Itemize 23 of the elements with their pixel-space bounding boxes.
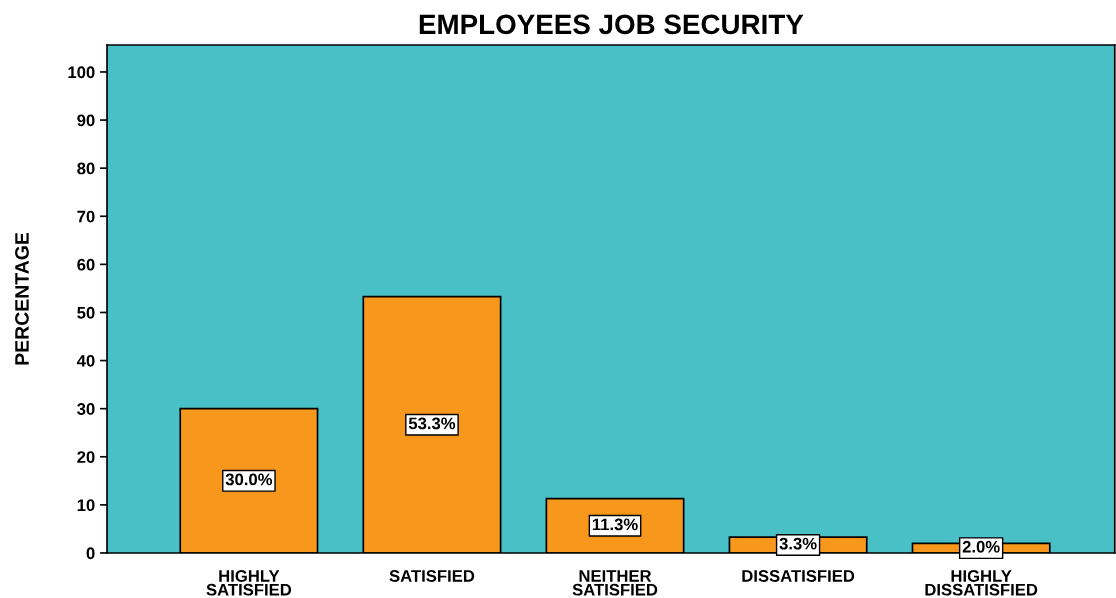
y-tick-label: 0 <box>86 547 95 560</box>
data-label: 3.3% <box>779 537 817 550</box>
x-tick-label: HIGHLY DISSATISFIED <box>925 570 1038 596</box>
y-tick-label: 50 <box>77 306 95 319</box>
y-tick-label: 20 <box>77 451 95 463</box>
data-label: 11.3% <box>592 518 638 531</box>
x-tick-label: NEITHER SATISFIED <box>572 570 658 596</box>
y-tick-label: 80 <box>77 162 95 175</box>
y-tick-label: 10 <box>77 499 95 512</box>
y-tick-label: 100 <box>68 66 95 79</box>
y-axis-title: PERCENTAGE <box>15 232 29 365</box>
y-tick-label: 30 <box>77 403 95 415</box>
x-tick-label: DISSATISFIED <box>742 570 855 582</box>
y-tick-label: 90 <box>77 114 95 127</box>
data-label: 2.0% <box>962 540 1000 553</box>
x-tick-label: HIGHLY SATISFIED <box>206 570 292 596</box>
y-tick-label: 40 <box>76 354 95 367</box>
data-label: 30.0% <box>225 473 273 486</box>
data-label: 53.3% <box>408 417 456 430</box>
y-tick-label: 70 <box>77 210 95 223</box>
x-tick-label: SATISFIED <box>389 570 475 582</box>
chart-title: EMPLOYEES JOB SECURITY <box>419 14 804 35</box>
y-tick-label: 60 <box>77 258 95 271</box>
